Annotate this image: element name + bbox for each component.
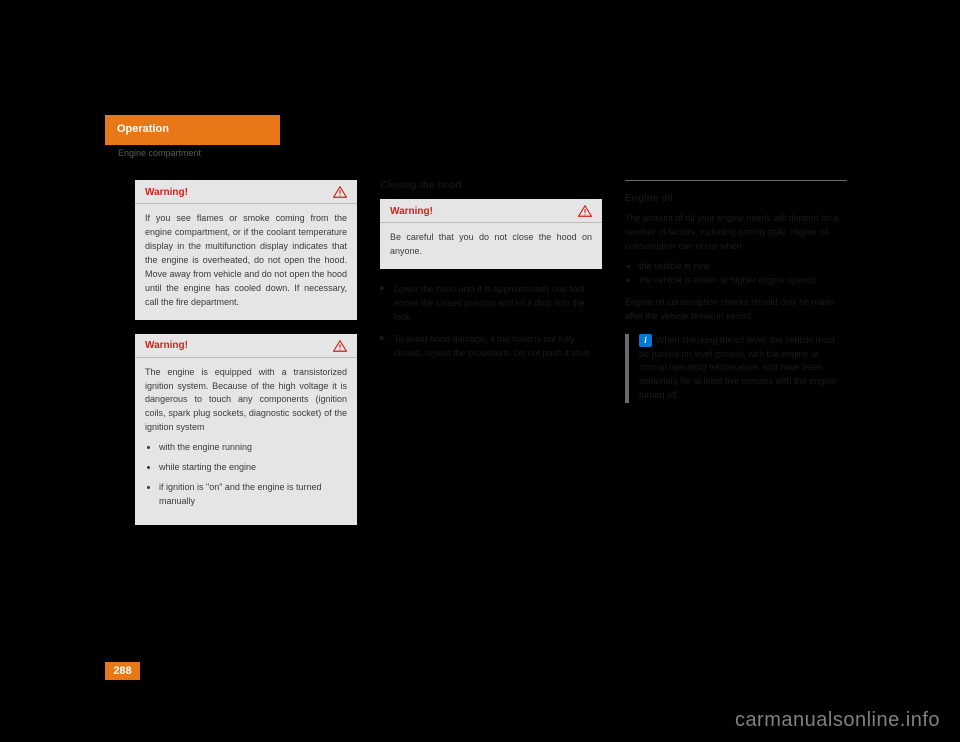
- oil-bullet: the vehicle is driven at higher engine s…: [639, 274, 847, 288]
- warning-header: Warning!: [135, 180, 357, 204]
- warning-box-hood: Warning! Be careful that you do not clos…: [380, 199, 602, 269]
- column-1: Warning! If you see flames or smoke comi…: [135, 180, 357, 539]
- info-icon: i: [639, 334, 652, 347]
- warning-body: If you see flames or smoke coming from t…: [135, 204, 357, 320]
- warning-title: Warning!: [390, 206, 433, 217]
- warning-bullet: with the engine running: [159, 441, 347, 455]
- warning-triangle-icon: [333, 340, 347, 352]
- info-note-block: iWhen checking the oil level, the vehicl…: [625, 334, 847, 404]
- page-number: 288: [105, 662, 140, 680]
- warning-box-flames: Warning! If you see flames or smoke comi…: [135, 180, 357, 320]
- engine-oil-note: Engine oil consumption checks should onl…: [625, 296, 847, 324]
- warning-title: Warning!: [145, 340, 188, 351]
- warning-body-intro: The engine is equipped with a transistor…: [145, 367, 347, 433]
- engine-oil-intro: The amount of oil your engine needs will…: [625, 212, 847, 254]
- oil-bullet: the vehicle is new: [639, 260, 847, 274]
- warning-bullet: while starting the engine: [159, 461, 347, 475]
- step-item: To avoid hood damage, if the hood is not…: [380, 333, 602, 361]
- engine-oil-heading: Engine oil: [625, 193, 847, 204]
- watermark-text: carmanualsonline.info: [735, 709, 940, 732]
- closing-hood-heading: Closing the hood: [380, 180, 602, 191]
- warning-title: Warning!: [145, 187, 188, 198]
- step-list: Lower the hood until it is approximately…: [380, 283, 602, 361]
- column-2: Closing the hood Warning! Be careful tha…: [380, 180, 602, 369]
- info-note-text: When checking the oil level, the vehicle…: [639, 335, 836, 401]
- section-subtitle: Engine compartment: [118, 148, 201, 158]
- warning-box-ignition: Warning! The engine is equipped with a t…: [135, 334, 357, 525]
- warning-bullet: if ignition is "on" and the engine is tu…: [159, 481, 347, 509]
- warning-triangle-icon: [333, 186, 347, 198]
- column-3: Engine oil The amount of oil your engine…: [625, 180, 847, 403]
- warning-header: Warning!: [380, 199, 602, 223]
- info-note-body: iWhen checking the oil level, the vehicl…: [639, 334, 847, 404]
- section-divider: [625, 180, 847, 181]
- step-item: Lower the hood until it is approximately…: [380, 283, 602, 325]
- warning-body: The engine is equipped with a transistor…: [135, 358, 357, 525]
- section-tab: Operation: [105, 115, 280, 145]
- warning-triangle-icon: [578, 205, 592, 217]
- warning-header: Warning!: [135, 334, 357, 358]
- warning-body: Be careful that you do not close the hoo…: [380, 223, 602, 269]
